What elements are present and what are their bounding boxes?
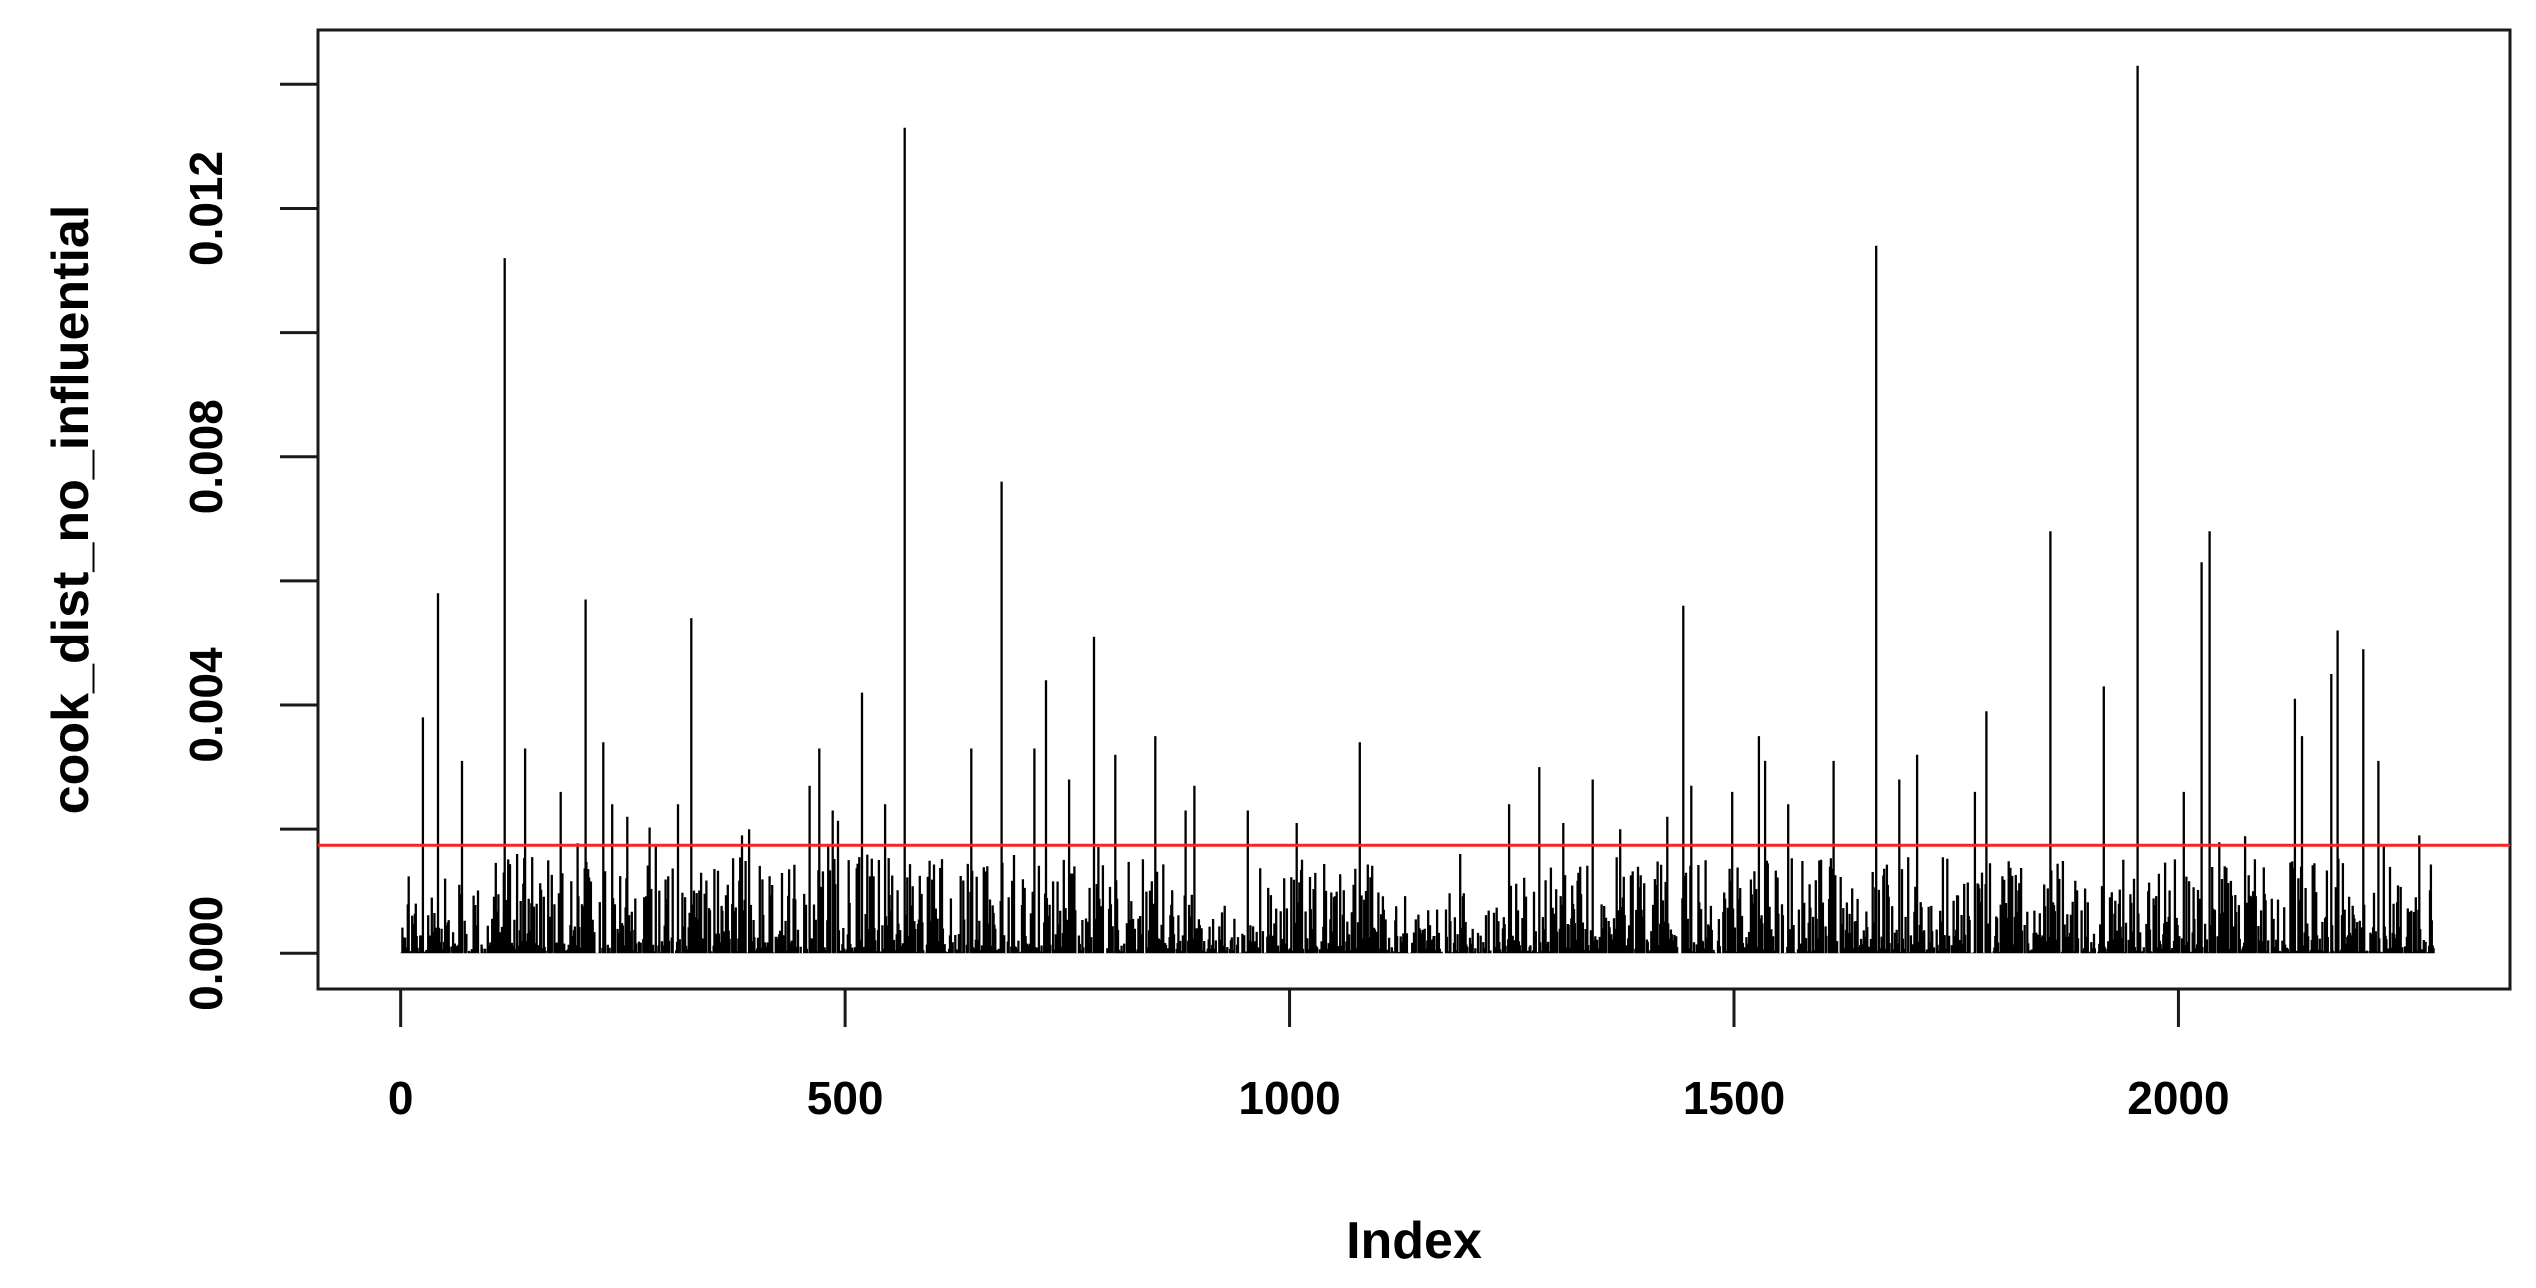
y-tick-label: 0.000 xyxy=(180,896,232,1011)
y-axis: 0.000 0.004 0.008 0.012 xyxy=(180,82,318,1011)
x-tick-label: 500 xyxy=(807,1072,884,1124)
x-axis: 0 500 1000 1500 2000 xyxy=(388,989,2230,1124)
bars-series xyxy=(400,65,2435,954)
y-axis-title: cook_dist_no_influential xyxy=(42,205,100,815)
x-tick-label: 1000 xyxy=(1238,1072,1340,1124)
y-tick-label: 0.004 xyxy=(180,647,232,763)
y-tick-label: 0.012 xyxy=(180,151,232,266)
x-axis-title: Index xyxy=(1346,1212,1482,1270)
y-tick-label: 0.008 xyxy=(180,399,232,514)
bars-path xyxy=(400,65,2435,954)
x-tick-label: 2000 xyxy=(2127,1072,2229,1124)
plot-box xyxy=(316,28,2512,991)
x-tick-label: 0 xyxy=(388,1072,414,1124)
x-tick-label: 1500 xyxy=(1683,1072,1785,1124)
